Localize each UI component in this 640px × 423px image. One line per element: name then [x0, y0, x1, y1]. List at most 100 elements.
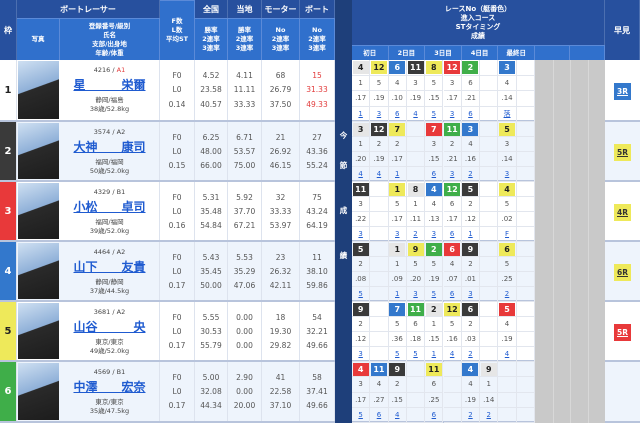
race-result-link[interactable]: 6: [443, 287, 462, 302]
race-result-link[interactable]: 1: [461, 227, 481, 242]
hayami-race-button[interactable]: 5R: [614, 323, 631, 341]
hayami-cell: 3R: [605, 60, 640, 122]
zenkoku-value: 48.00: [200, 146, 222, 156]
race-result-link[interactable]: 6: [388, 106, 407, 122]
race-result-link[interactable]: 1: [352, 106, 371, 122]
race-result-link[interactable]: 6: [425, 167, 444, 182]
racer-photo-image: [18, 303, 59, 359]
race-result-link[interactable]: 5: [425, 106, 444, 122]
race-result-link[interactable]: 5: [425, 287, 444, 302]
race-result-link[interactable]: 2: [461, 407, 481, 423]
entry-course: 2: [370, 137, 389, 152]
racer-name-link[interactable]: 小松 卓司: [73, 200, 146, 214]
race-result-link[interactable]: 2: [498, 287, 517, 302]
fl-st: F0 L0 0.17: [160, 302, 195, 360]
race-result-link[interactable]: 3: [443, 167, 462, 182]
race-result-link[interactable]: 3: [352, 227, 371, 242]
racer-name-link[interactable]: 大神 康司: [73, 140, 146, 154]
registration-number: 3681 /: [93, 308, 117, 316]
race-result-link[interactable]: 1: [388, 287, 407, 302]
race-result-link[interactable]: F: [498, 227, 517, 242]
st-timing: .20: [406, 272, 426, 287]
header-touchi-sub: 勝率 2連率 3連率: [228, 18, 262, 60]
header-day: 初日: [352, 45, 389, 60]
boat-value: 15: [312, 70, 322, 80]
st-timing: [480, 152, 499, 167]
race-number-cell: 3: [461, 122, 481, 137]
st-timing: .15: [388, 392, 407, 408]
race-result-link[interactable]: 2: [461, 347, 481, 362]
race-result-link[interactable]: 5: [388, 347, 407, 362]
race-result-link[interactable]: 4: [370, 167, 389, 182]
zenkoku-stats: 6.25 48.00 66.00: [195, 122, 228, 180]
header-racer-info: 登録番号/級別 氏名 支部/出身地 年齢/体重: [60, 18, 160, 60]
race-result-link[interactable]: 3: [406, 287, 426, 302]
race-result-link[interactable]: 1: [425, 347, 444, 362]
race-result-link[interactable]: 3: [388, 227, 407, 242]
branch-birthplace: 静岡/福島: [95, 96, 124, 104]
motor-stats: 18 19.30 29.82: [262, 302, 300, 360]
race-result-link[interactable]: 2: [461, 167, 481, 182]
race-result-link[interactable]: 5: [352, 287, 371, 302]
race-number: 4: [352, 362, 369, 376]
race-result-link[interactable]: 4: [406, 106, 426, 122]
race-number-cell: 11: [352, 182, 371, 197]
race-result-link[interactable]: 4: [443, 347, 462, 362]
race-result-link[interactable]: 落: [498, 106, 517, 122]
race-result-link[interactable]: 1: [388, 167, 407, 182]
header-day: 2日目: [388, 45, 426, 60]
st-timing: .27: [370, 392, 389, 408]
entry-course: [480, 197, 499, 212]
race-result-link[interactable]: 3: [461, 287, 481, 302]
race-result-link[interactable]: 5: [406, 347, 426, 362]
konsetsu-char: 成: [339, 206, 348, 215]
entry-course: 3: [443, 75, 462, 91]
entry-course: 4: [370, 377, 389, 393]
race-result-link[interactable]: 3: [425, 227, 444, 242]
branch-birthplace: 東京/東京: [95, 398, 124, 406]
touchi-value: 5.53: [236, 252, 253, 262]
race-number-cell: [406, 122, 426, 137]
touchi-value: 35.29: [233, 266, 256, 276]
race-number: 12: [370, 60, 387, 74]
st-timing: .12: [461, 212, 481, 227]
konsetsu-char: 績: [339, 251, 348, 260]
race-result-link[interactable]: 4: [352, 167, 371, 182]
race-result-link[interactable]: 3: [498, 167, 517, 182]
race-number: 11: [425, 362, 442, 376]
race-result-link[interactable]: 4: [498, 347, 517, 362]
entry-course: 5: [388, 317, 407, 332]
race-result-link[interactable]: 6: [443, 227, 462, 242]
hayami-race-button[interactable]: 3R: [614, 82, 631, 100]
racer-name-link[interactable]: 山下 友貴: [73, 260, 146, 274]
race-number-cell: [516, 362, 535, 378]
hayami-race-button[interactable]: 4R: [614, 203, 631, 221]
race-result-link[interactable]: 3: [443, 106, 462, 122]
stat-st: 0.17: [168, 340, 186, 350]
st-timing: [480, 332, 499, 347]
race-result-link[interactable]: 2: [406, 227, 426, 242]
touchi-value: 0.00: [236, 340, 253, 350]
hayami-race-button[interactable]: 6R: [614, 263, 631, 281]
header-waku: 枠: [0, 0, 17, 60]
race-result-link[interactable]: 2: [480, 407, 499, 423]
touchi-value: 47.06: [233, 280, 256, 290]
racer-name-link[interactable]: 中澤 宏奈: [73, 380, 146, 394]
race-result-link[interactable]: 6: [370, 407, 389, 423]
racer-name-link[interactable]: 星 栄爾: [73, 78, 146, 92]
race-result-link[interactable]: 4: [388, 407, 407, 423]
racer-name-link[interactable]: 山谷 央: [73, 320, 146, 334]
race-number-cell: [480, 302, 499, 317]
race-result-link[interactable]: 6: [461, 106, 481, 122]
race-number-cell: 9: [480, 362, 499, 378]
race-result-link[interactable]: 6: [425, 407, 444, 423]
stat-l: L0: [172, 206, 182, 216]
stat-f: F0: [172, 372, 182, 382]
race-result-link: [480, 167, 499, 182]
race-result-link[interactable]: 3: [352, 347, 371, 362]
race-result-link[interactable]: 3: [370, 106, 389, 122]
hayami-race-button[interactable]: 5R: [614, 143, 631, 161]
touchi-value: 5.92: [236, 192, 253, 202]
race-result-link[interactable]: 5: [352, 407, 371, 423]
konsetsu-char: 節: [339, 161, 348, 170]
